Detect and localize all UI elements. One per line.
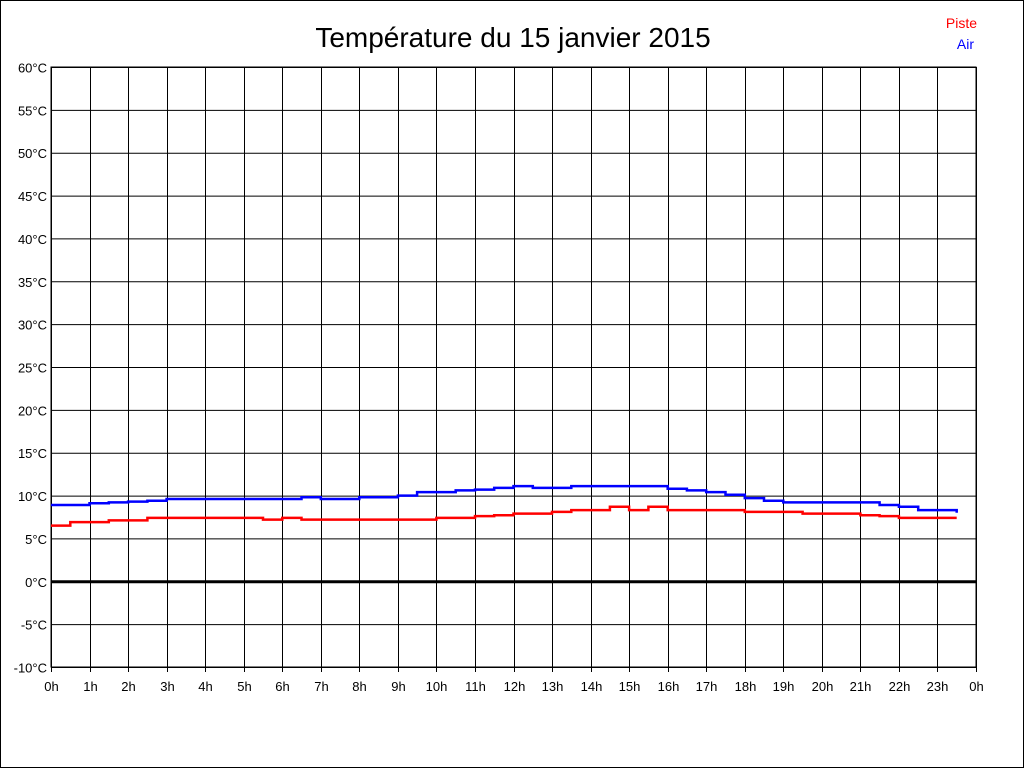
x-tick-label: 18h	[735, 679, 757, 694]
y-tick-label: -5°C	[21, 618, 47, 633]
x-tick-label: 14h	[581, 679, 603, 694]
y-tick-label: 50°C	[18, 146, 47, 161]
y-tick-label: 60°C	[18, 61, 47, 76]
x-tick-label: 4h	[198, 679, 212, 694]
x-tick-label: 5h	[237, 679, 251, 694]
x-tick-label: 10h	[426, 679, 448, 694]
y-tick-label: 20°C	[18, 403, 47, 418]
x-tick-label: 21h	[850, 679, 872, 694]
y-tick-label: 25°C	[18, 361, 47, 376]
y-tick-label: 10°C	[18, 489, 47, 504]
series-line-air	[51, 484, 958, 513]
x-tick-label: 1h	[83, 679, 97, 694]
x-tick-label: 6h	[275, 679, 289, 694]
y-tick-label: 35°C	[18, 275, 47, 290]
x-tick-label: 13h	[542, 679, 564, 694]
x-tick-label: 7h	[314, 679, 328, 694]
x-tick-label: 16h	[658, 679, 680, 694]
y-tick-label: 30°C	[18, 318, 47, 333]
x-tick-label: 0h	[44, 679, 58, 694]
y-tick-label: 55°C	[18, 103, 47, 118]
x-tick-label: 22h	[889, 679, 911, 694]
y-tick-label: 15°C	[18, 446, 47, 461]
x-tick-label: 8h	[352, 679, 366, 694]
x-tick-label: 19h	[773, 679, 795, 694]
chart-title: Température du 15 janvier 2015	[315, 22, 710, 53]
x-tick-label: 12h	[504, 679, 526, 694]
y-tick-label: 5°C	[25, 532, 47, 547]
x-tick-label: 20h	[812, 679, 834, 694]
series-line-piste	[51, 505, 957, 527]
x-tick-label: 9h	[391, 679, 405, 694]
y-tick-label: 0°C	[25, 575, 47, 590]
legend-air: Air	[957, 36, 974, 52]
x-tick-label: 15h	[619, 679, 641, 694]
y-tick-label: -10°C	[14, 661, 47, 676]
y-tick-label: 40°C	[18, 232, 47, 247]
y-tick-label: 45°C	[18, 189, 47, 204]
x-tick-label: 0h	[969, 679, 983, 694]
legend-piste: Piste	[946, 15, 977, 31]
x-tick-label: 3h	[160, 679, 174, 694]
x-tick-label: 17h	[696, 679, 718, 694]
x-tick-label: 11h	[465, 679, 486, 694]
x-tick-label: 23h	[927, 679, 949, 694]
x-tick-label: 2h	[121, 679, 135, 694]
